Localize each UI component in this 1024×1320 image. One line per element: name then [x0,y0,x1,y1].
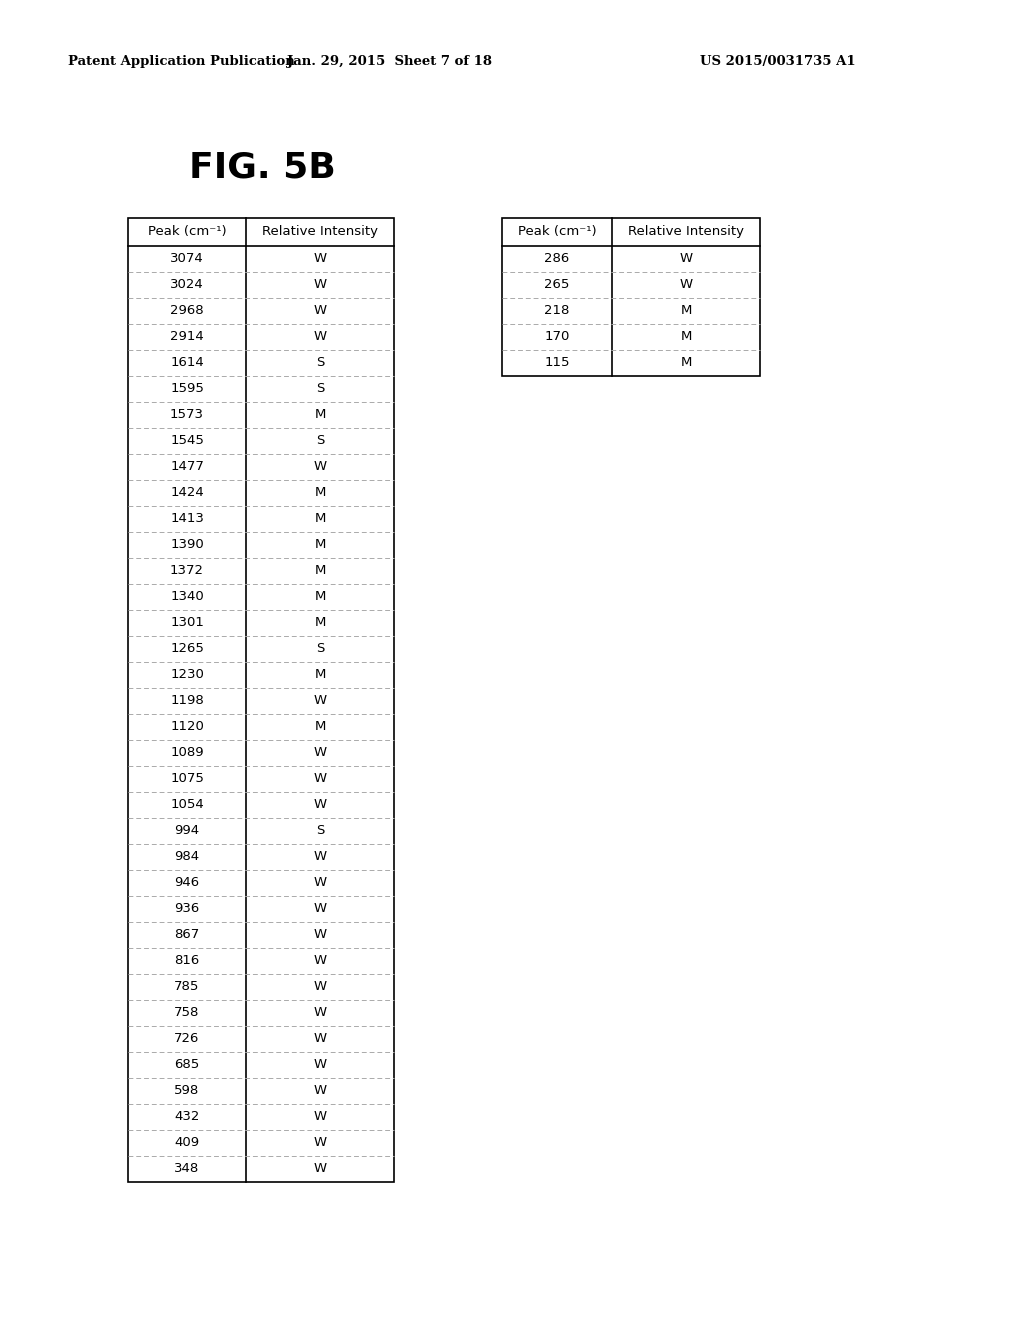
Text: Patent Application Publication: Patent Application Publication [68,55,295,69]
Text: W: W [313,981,327,994]
Text: M: M [314,616,326,630]
Text: 115: 115 [544,356,569,370]
Bar [502,218,760,376]
Text: M: M [314,668,326,681]
Text: 1477: 1477 [170,461,204,474]
Text: W: W [313,252,327,265]
Text: W: W [680,252,692,265]
Text: 1054: 1054 [170,799,204,812]
Text: 2968: 2968 [170,305,204,318]
Text: M: M [314,512,326,525]
Text: W: W [313,1163,327,1176]
Text: 432: 432 [174,1110,200,1123]
Text: 1614: 1614 [170,356,204,370]
Text: W: W [313,1110,327,1123]
Text: W: W [313,461,327,474]
Text: W: W [313,772,327,785]
Text: M: M [314,590,326,603]
Text: 348: 348 [174,1163,200,1176]
Text: 984: 984 [174,850,200,863]
Text: W: W [313,1006,327,1019]
Text: M: M [680,356,691,370]
Text: 1120: 1120 [170,721,204,734]
Text: 1301: 1301 [170,616,204,630]
Text: 598: 598 [174,1085,200,1097]
Text: 1595: 1595 [170,383,204,396]
Text: W: W [313,330,327,343]
Text: M: M [314,487,326,499]
Text: Relative Intensity: Relative Intensity [628,226,744,239]
Text: W: W [313,1059,327,1072]
Text: 409: 409 [174,1137,200,1150]
Text: 867: 867 [174,928,200,941]
Text: 1390: 1390 [170,539,204,552]
Text: 726: 726 [174,1032,200,1045]
Text: FIG. 5B: FIG. 5B [188,150,336,185]
Text: 758: 758 [174,1006,200,1019]
Text: W: W [313,694,327,708]
Text: 1230: 1230 [170,668,204,681]
Text: W: W [313,305,327,318]
Bar [128,218,394,1181]
Text: W: W [313,747,327,759]
Text: W: W [680,279,692,292]
Text: 685: 685 [174,1059,200,1072]
Text: Peak (cm⁻¹): Peak (cm⁻¹) [518,226,596,239]
Text: 936: 936 [174,903,200,916]
Text: M: M [680,330,691,343]
Text: M: M [314,408,326,421]
Text: 170: 170 [545,330,569,343]
Text: W: W [313,1137,327,1150]
Text: Peak (cm⁻¹): Peak (cm⁻¹) [147,226,226,239]
Text: S: S [315,643,325,656]
Text: W: W [313,850,327,863]
Text: 1424: 1424 [170,487,204,499]
Text: 1372: 1372 [170,565,204,578]
Text: 816: 816 [174,954,200,968]
Text: Relative Intensity: Relative Intensity [262,226,378,239]
Text: W: W [313,903,327,916]
Text: 1413: 1413 [170,512,204,525]
Text: 2914: 2914 [170,330,204,343]
Text: 265: 265 [545,279,569,292]
Text: M: M [314,565,326,578]
Text: M: M [314,721,326,734]
Text: S: S [315,825,325,837]
Text: US 2015/0031735 A1: US 2015/0031735 A1 [700,55,856,69]
Text: 1075: 1075 [170,772,204,785]
Text: 1573: 1573 [170,408,204,421]
Text: 3074: 3074 [170,252,204,265]
Text: W: W [313,799,327,812]
Text: W: W [313,928,327,941]
Text: 785: 785 [174,981,200,994]
Text: 1340: 1340 [170,590,204,603]
Text: 3024: 3024 [170,279,204,292]
Text: S: S [315,356,325,370]
Text: W: W [313,954,327,968]
Text: W: W [313,279,327,292]
Text: W: W [313,876,327,890]
Text: 946: 946 [174,876,200,890]
Text: Jan. 29, 2015  Sheet 7 of 18: Jan. 29, 2015 Sheet 7 of 18 [288,55,493,69]
Text: S: S [315,434,325,447]
Text: W: W [313,1032,327,1045]
Text: 1545: 1545 [170,434,204,447]
Text: 994: 994 [174,825,200,837]
Text: M: M [680,305,691,318]
Text: 218: 218 [545,305,569,318]
Text: W: W [313,1085,327,1097]
Text: M: M [314,539,326,552]
Text: 1198: 1198 [170,694,204,708]
Text: S: S [315,383,325,396]
Text: 1089: 1089 [170,747,204,759]
Text: 286: 286 [545,252,569,265]
Text: 1265: 1265 [170,643,204,656]
